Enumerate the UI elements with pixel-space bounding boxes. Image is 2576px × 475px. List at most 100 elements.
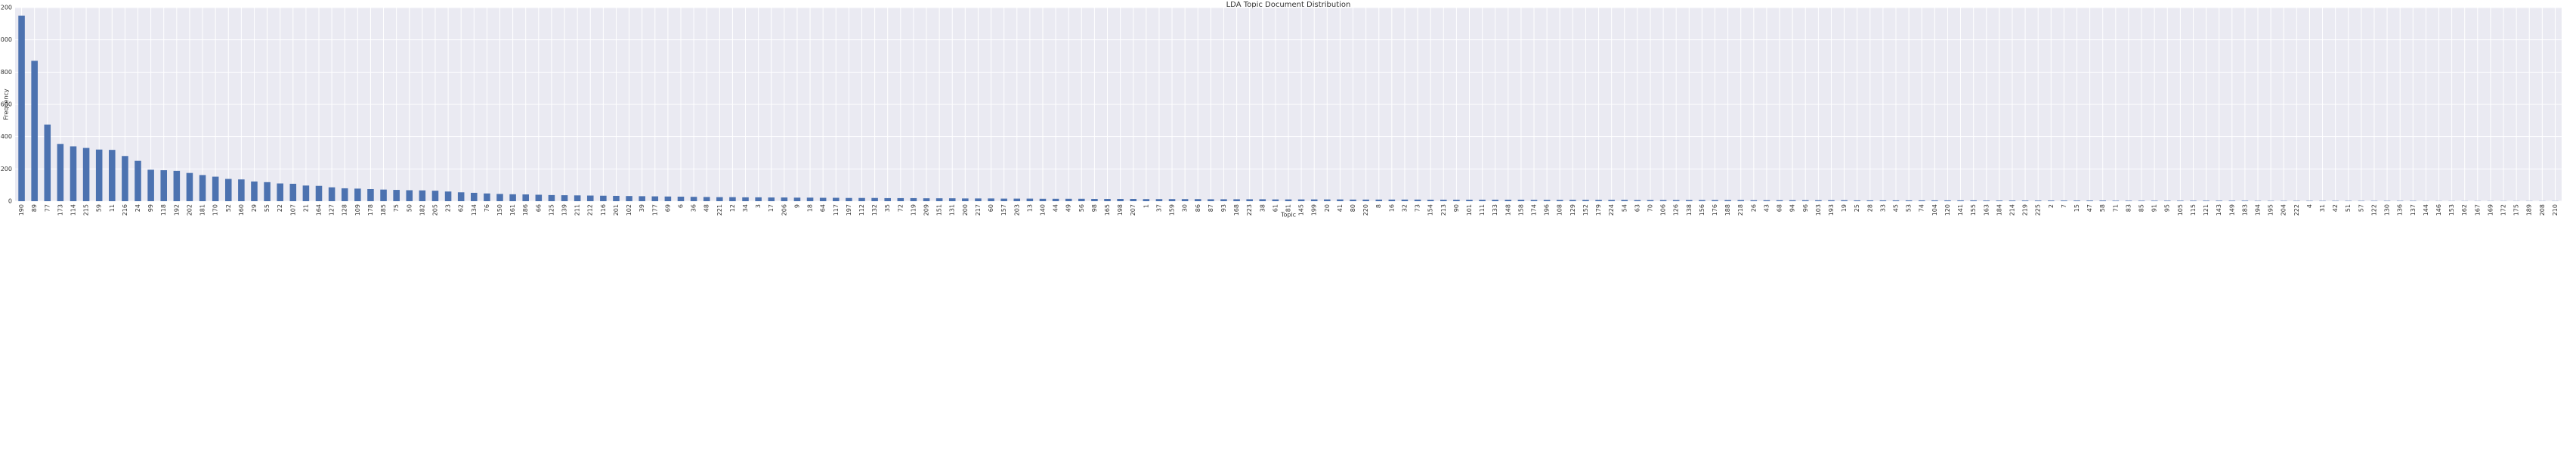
x-tick-label: 163 (1983, 204, 1990, 216)
x-tick-label: 55 (264, 204, 271, 212)
x-tick-label: 77 (44, 204, 51, 212)
x-tick-label: 217 (975, 204, 982, 216)
x-tick-label: 134 (471, 204, 478, 216)
x-tick-label: 103 (1815, 204, 1822, 216)
x-tick-label: 185 (380, 204, 387, 216)
x-tick-label: 8 (1375, 204, 1382, 208)
x-tick-label: 2 (2048, 204, 2055, 208)
bar (1543, 200, 1551, 201)
x-tick-label: 148 (1504, 204, 1511, 216)
bar (1013, 198, 1021, 201)
x-tick-label: 139 (561, 204, 568, 216)
bar (755, 197, 762, 201)
x-tick-label: 98 (1091, 204, 1098, 212)
bar (1996, 200, 2003, 201)
x-tick-label: 13 (1026, 204, 1033, 212)
bar (457, 192, 465, 201)
x-tick-label: 118 (160, 204, 167, 216)
x-tick-label: 205 (431, 204, 438, 216)
x-tick-label: 29 (251, 204, 258, 212)
x-tick-label: 90 (1453, 204, 1460, 212)
y-tick-label: 800 (1, 69, 12, 76)
x-tick-label: 214 (2009, 204, 2015, 216)
x-tick-label: 125 (548, 204, 555, 216)
bar (2021, 200, 2029, 201)
bar (406, 190, 413, 201)
x-tick-label: 196 (1544, 204, 1551, 216)
bar (444, 191, 452, 201)
x-tick-label: 38 (1259, 204, 1266, 212)
bar (2138, 200, 2145, 201)
bar (496, 194, 503, 201)
bar (574, 195, 581, 201)
x-tick-label: 216 (122, 204, 128, 216)
x-tick-label: 22 (277, 204, 283, 212)
x-tick-label: 220 (1362, 204, 1369, 216)
x-tick-label: 7 (2061, 204, 2067, 208)
bar (1155, 199, 1163, 201)
x-tick-label: 69 (664, 204, 671, 212)
bar (1944, 200, 1951, 201)
x-tick-label: 63 (1634, 204, 1641, 212)
x-tick-label: 155 (1970, 204, 1977, 216)
bar (923, 198, 930, 201)
bar (819, 197, 827, 201)
x-tick-label: 200 (962, 204, 969, 216)
x-tick-label: 195 (2268, 204, 2274, 216)
x-tick-label: 50 (406, 204, 413, 212)
bar (238, 179, 245, 201)
x-tick-label: 105 (2177, 204, 2184, 216)
x-tick-label: 129 (1569, 204, 1576, 216)
bar (846, 197, 852, 201)
x-tick-label: 74 (1919, 204, 1925, 212)
x-tick-label: 76 (484, 204, 490, 212)
bar (1828, 200, 1835, 201)
bar (600, 195, 607, 201)
bar (1026, 198, 1034, 201)
x-tick-label: 173 (57, 204, 63, 216)
x-tick-label: 33 (1879, 204, 1886, 212)
x-tick-label: 43 (1763, 204, 1770, 212)
x-tick-label: 154 (1427, 204, 1434, 216)
y-axis-label: Frequency (3, 88, 10, 120)
x-tick-label: 212 (587, 204, 594, 216)
x-tick-label: 121 (2203, 204, 2210, 216)
bar (613, 195, 620, 201)
bar (832, 197, 840, 201)
x-tick-label: 3 (755, 204, 762, 208)
x-tick-label: 60 (988, 204, 994, 212)
x-tick-label: 149 (2228, 204, 2235, 216)
x-tick-label: 210 (2552, 204, 2559, 216)
x-tick-label: 48 (704, 204, 710, 212)
x-tick-label: 17 (768, 204, 775, 212)
x-tick-label: 140 (1039, 204, 1046, 216)
bar (1272, 199, 1279, 201)
x-tick-label: 91 (2151, 204, 2158, 212)
bar (962, 198, 969, 201)
y-tick-label: 1000 (0, 36, 12, 43)
x-tick-label: 184 (1996, 204, 2002, 216)
bar (419, 190, 426, 201)
x-tick-label: 80 (1350, 204, 1356, 212)
bar (109, 150, 116, 201)
x-tick-label: 73 (1415, 204, 1421, 212)
x-tick-label: 201 (613, 204, 620, 216)
bar (1143, 199, 1150, 201)
x-tick-label: 189 (2526, 204, 2533, 216)
bar (1801, 200, 1809, 201)
x-tick-label: 26 (1750, 204, 1757, 212)
x-tick-label: 209 (923, 204, 930, 216)
bar (716, 197, 723, 201)
bar (561, 195, 568, 201)
bar (1789, 200, 1796, 201)
x-tick-label: 169 (2487, 204, 2494, 216)
x-tick-label: 157 (1000, 204, 1007, 216)
bar (122, 156, 128, 201)
bar (1699, 200, 1705, 201)
bar (1763, 200, 1770, 201)
x-tick-label: 89 (31, 204, 38, 212)
bar (1841, 200, 1848, 201)
x-tick-label: 178 (367, 204, 374, 216)
bar (664, 196, 672, 201)
bar (2112, 200, 2120, 201)
